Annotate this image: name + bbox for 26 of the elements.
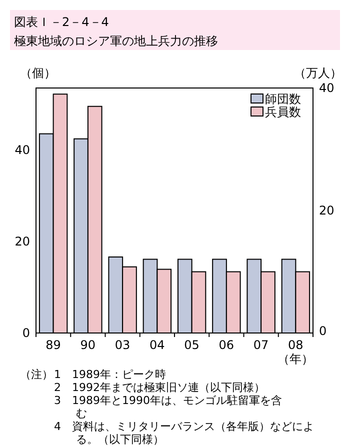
y-tick-label: 20 xyxy=(14,234,30,248)
text: （注） xyxy=(20,368,53,381)
text: 4 資料は、ミリタリーバランス（各年版）などによる。（以下同様） xyxy=(54,420,314,446)
y-tick-label: 40 xyxy=(14,142,30,157)
x-tick-label: 07 xyxy=(253,338,269,352)
y2-axis-title: （万人） xyxy=(294,66,342,80)
chart-subtitle: 極東地域のロシア軍の地上兵力の推移 xyxy=(14,34,218,48)
text: 1 1989年：ピーク時 xyxy=(54,368,166,381)
x-tick-label: 05 xyxy=(184,338,200,352)
legend-label: 兵員数 xyxy=(265,105,301,119)
x-tick-label: 08 xyxy=(288,338,304,352)
y-tick-label: 0 xyxy=(22,326,30,340)
x-tick-label: 04 xyxy=(150,338,165,352)
y-axis-title: （個） xyxy=(20,66,56,80)
x-axis-title: （年） xyxy=(278,352,314,366)
x-tick-label: 89 xyxy=(46,338,61,352)
y2-tick-label: 0 xyxy=(319,324,327,338)
legend-label: 師団数 xyxy=(265,92,301,106)
chart-title: 図表Ｉ－2－4－4 xyxy=(14,15,109,29)
text: 3 1989年と1990年は、モンゴル駐留軍を含む xyxy=(54,394,282,420)
x-tick-label: 06 xyxy=(218,338,234,352)
y2-tick-label: 20 xyxy=(319,204,334,218)
y2-tick-label: 40 xyxy=(319,81,334,95)
x-tick-label: 90 xyxy=(80,338,96,352)
text: 2 1992年までは極東旧ソ連（以下同様） xyxy=(54,381,265,394)
x-tick-label: 03 xyxy=(114,338,130,352)
